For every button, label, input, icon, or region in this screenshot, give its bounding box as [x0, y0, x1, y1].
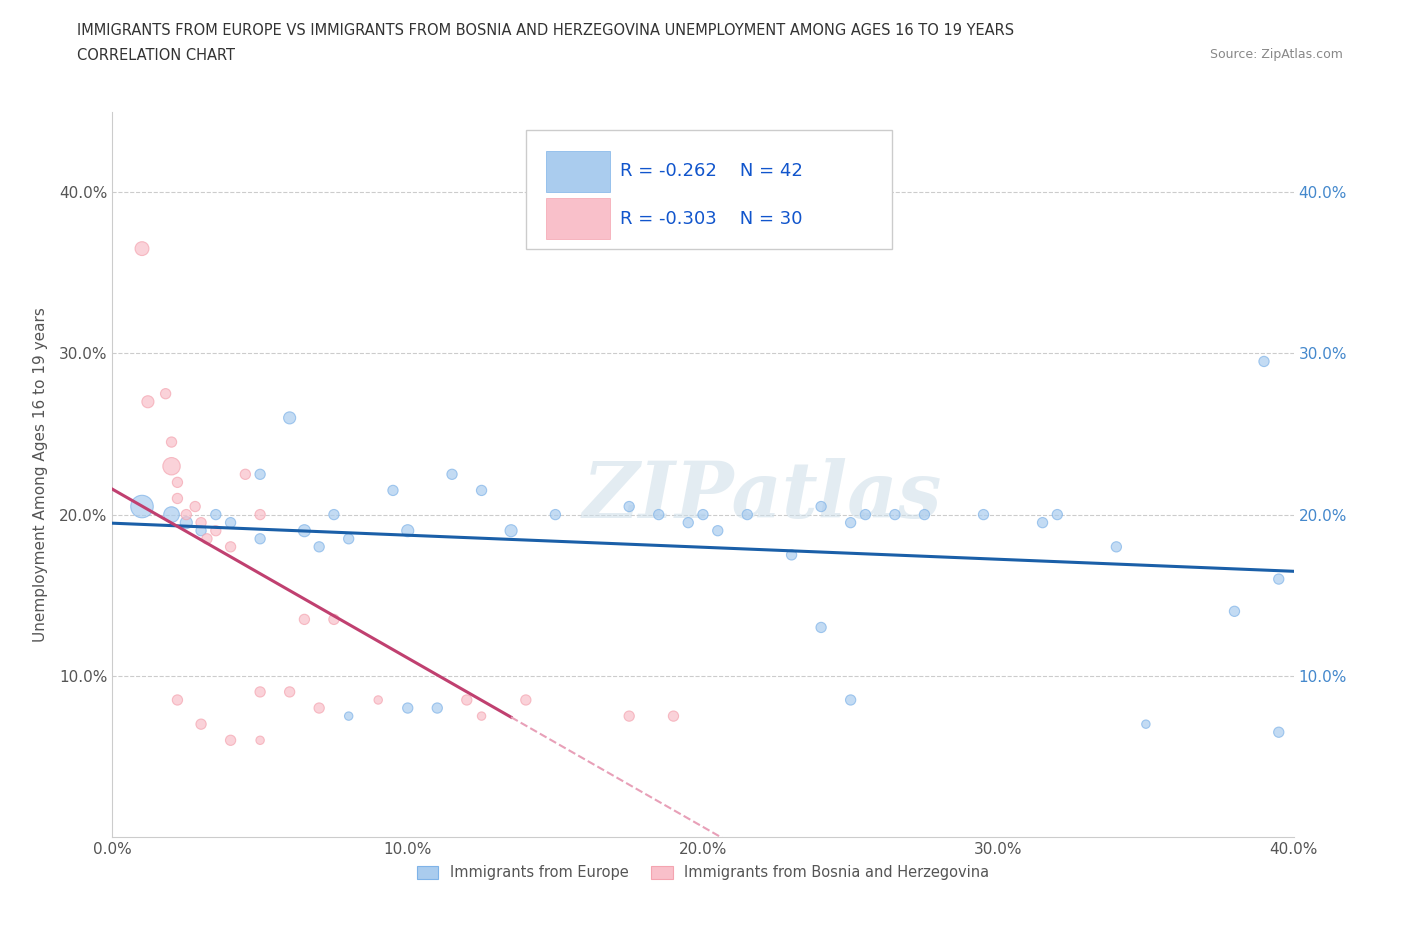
Text: IMMIGRANTS FROM EUROPE VS IMMIGRANTS FROM BOSNIA AND HERZEGOVINA UNEMPLOYMENT AM: IMMIGRANTS FROM EUROPE VS IMMIGRANTS FRO…	[77, 23, 1015, 38]
Point	[292, 524, 315, 538]
Point	[396, 700, 419, 715]
Point	[973, 507, 995, 522]
Point	[219, 515, 242, 530]
Point	[190, 717, 212, 732]
Point	[249, 684, 271, 699]
Point	[292, 612, 315, 627]
Point	[662, 709, 685, 724]
Point	[382, 483, 405, 498]
Point	[166, 475, 188, 490]
Point	[737, 507, 759, 522]
Point	[131, 241, 153, 256]
Point	[278, 410, 301, 425]
Point	[166, 491, 188, 506]
Point	[174, 507, 197, 522]
Point	[914, 507, 936, 522]
Point	[1268, 572, 1291, 587]
Point	[706, 524, 728, 538]
Point	[470, 483, 494, 498]
Point	[839, 515, 862, 530]
Text: ZIPatlas: ZIPatlas	[582, 458, 942, 535]
Point	[219, 733, 242, 748]
Text: Source: ZipAtlas.com: Source: ZipAtlas.com	[1209, 48, 1343, 61]
Point	[1268, 724, 1291, 739]
Point	[249, 531, 271, 546]
Point	[131, 499, 153, 514]
Text: R = -0.262    N = 42: R = -0.262 N = 42	[620, 163, 803, 180]
Point	[136, 394, 159, 409]
Point	[155, 386, 177, 401]
Point	[855, 507, 877, 522]
Point	[426, 700, 449, 715]
Point	[308, 700, 330, 715]
Point	[337, 709, 360, 724]
Point	[249, 733, 271, 748]
Point	[205, 507, 228, 522]
Text: R = -0.303    N = 30: R = -0.303 N = 30	[620, 209, 803, 228]
Point	[692, 507, 714, 522]
Point	[166, 693, 188, 708]
Point	[195, 531, 218, 546]
Point	[184, 499, 207, 514]
Point	[205, 524, 228, 538]
Y-axis label: Unemployment Among Ages 16 to 19 years: Unemployment Among Ages 16 to 19 years	[32, 307, 48, 642]
Point	[160, 434, 183, 449]
Point	[515, 693, 537, 708]
FancyBboxPatch shape	[546, 152, 610, 192]
Point	[308, 539, 330, 554]
Point	[1253, 354, 1275, 369]
Point	[647, 507, 671, 522]
Point	[174, 515, 197, 530]
Point	[367, 693, 389, 708]
Point	[219, 539, 242, 554]
FancyBboxPatch shape	[526, 130, 891, 249]
Point	[160, 507, 183, 522]
Point	[190, 515, 212, 530]
Point	[337, 531, 360, 546]
Point	[501, 524, 523, 538]
Point	[441, 467, 464, 482]
Point	[1046, 507, 1069, 522]
Point	[190, 524, 212, 538]
Point	[810, 620, 832, 635]
FancyBboxPatch shape	[546, 198, 610, 239]
Point	[810, 499, 832, 514]
Point	[323, 507, 346, 522]
Point	[456, 693, 478, 708]
Point	[233, 467, 256, 482]
Point	[278, 684, 301, 699]
Point	[780, 548, 803, 563]
Point	[1223, 604, 1246, 618]
Point	[678, 515, 700, 530]
Point	[619, 709, 641, 724]
Point	[1032, 515, 1054, 530]
Point	[839, 693, 862, 708]
Point	[160, 458, 183, 473]
Point	[323, 612, 346, 627]
Point	[619, 499, 641, 514]
Point	[544, 507, 567, 522]
Point	[884, 507, 907, 522]
Point	[470, 709, 494, 724]
Point	[249, 467, 271, 482]
Legend: Immigrants from Europe, Immigrants from Bosnia and Herzegovina: Immigrants from Europe, Immigrants from …	[409, 858, 997, 888]
Point	[396, 524, 419, 538]
Point	[1135, 717, 1157, 732]
Text: CORRELATION CHART: CORRELATION CHART	[77, 48, 235, 63]
Point	[249, 507, 271, 522]
Point	[1105, 539, 1128, 554]
